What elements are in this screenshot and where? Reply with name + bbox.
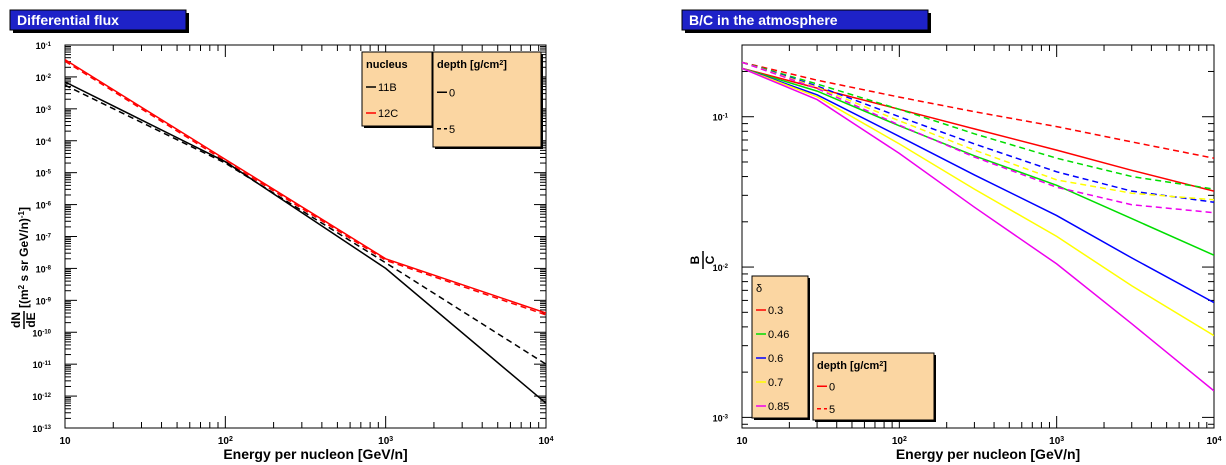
legend-label: 5 xyxy=(829,404,835,416)
x-axis-label: Energy per nucleon [GeV/n] xyxy=(223,446,407,462)
series-line-0 xyxy=(742,67,1214,192)
legend-label: 5 xyxy=(449,124,455,136)
y-tick-label: 10-7 xyxy=(36,233,52,243)
legend-title: depth [g/cm2] xyxy=(437,59,507,71)
series-line-8 xyxy=(742,61,1214,201)
x-tick-label: 103 xyxy=(378,436,393,448)
y-tick-label: 10-12 xyxy=(32,392,51,402)
series-line-1 xyxy=(742,67,1214,256)
legend-1: depth [g/cm2] 0 5 xyxy=(432,51,543,149)
legend-title: depth [g/cm2] xyxy=(817,360,887,372)
flux-chart: Differential flux 10 102 103 104 10-13 10-12 10… xyxy=(9,9,554,462)
legend-label: 12C xyxy=(378,108,398,120)
x-tick-label: 104 xyxy=(1206,436,1221,448)
legend-label: 0 xyxy=(449,87,455,99)
y-tick-label: 10-6 xyxy=(36,201,52,211)
legend-box xyxy=(751,275,809,419)
y-tick-label: 10-1 xyxy=(36,41,52,51)
chart-title: Differential flux xyxy=(17,12,119,28)
series-group xyxy=(742,61,1214,392)
series-line-0 xyxy=(65,58,546,314)
legend-label: 0.6 xyxy=(768,353,783,365)
legend-label: 0.46 xyxy=(768,329,789,341)
legend-label: 0 xyxy=(829,381,835,393)
x-axis-label: Energy per nucleon [GeV/n] xyxy=(896,446,1080,462)
y-tick-label: 10-2 xyxy=(713,263,729,273)
y-label-units: [(m2 s sr GeV/n)-1] xyxy=(17,207,32,308)
bc-ratio-chart: B/C in the atmosphere 10 102 103 104 10-3 10-2… xyxy=(681,9,1222,462)
x-tick-label: 103 xyxy=(1049,436,1064,448)
y-tick-label: 10-13 xyxy=(32,424,51,434)
x-tick-label: 10 xyxy=(736,436,748,447)
title-box xyxy=(9,9,187,31)
y-tick-label: 10-1 xyxy=(713,113,729,123)
series-line-6 xyxy=(742,61,1214,190)
legend-box xyxy=(812,352,935,421)
title-box xyxy=(681,9,929,31)
series-line-2 xyxy=(65,81,546,404)
y-tick-label: 10-5 xyxy=(36,169,52,179)
legend-label: 0.3 xyxy=(768,305,783,317)
y-label-numerator: B xyxy=(688,255,702,264)
y-tick-label: 10-3 xyxy=(36,105,52,115)
y-tick-label: 10-9 xyxy=(36,296,52,306)
legend-1: depth [g/cm2] 0 5 xyxy=(812,352,936,422)
series-line-3 xyxy=(65,84,546,365)
y-label-numerator: dN xyxy=(9,312,23,328)
series-line-3 xyxy=(742,67,1214,337)
legend-title: δ xyxy=(756,283,762,295)
x-tick-label: 10 xyxy=(59,436,71,447)
y-axis-label: dN dE [(m2 s sr GeV/n)-1] xyxy=(9,207,38,329)
y-tick-label: 10-11 xyxy=(33,360,52,370)
y-label-denominator: C xyxy=(703,255,717,264)
y-tick-label: 10-3 xyxy=(713,413,729,423)
y-label-denominator: dE xyxy=(24,312,38,327)
series-line-7 xyxy=(742,61,1214,203)
x-tick-label: 102 xyxy=(892,436,907,448)
legend-0: nucleus 11B 12C xyxy=(361,51,434,128)
x-tick-label: 104 xyxy=(538,436,553,448)
legend-box xyxy=(432,51,542,148)
series-group xyxy=(65,58,546,404)
legend-label: 0.7 xyxy=(768,377,783,389)
y-tick-label: 10-4 xyxy=(36,137,52,147)
legend-label: 0.85 xyxy=(768,401,789,413)
series-line-9 xyxy=(742,61,1214,214)
chart-title: B/C in the atmosphere xyxy=(689,12,838,28)
x-tick-label: 102 xyxy=(218,436,233,448)
series-line-2 xyxy=(742,67,1214,304)
legend-label: 11B xyxy=(378,82,397,94)
series-line-1 xyxy=(65,60,546,316)
y-tick-label: 10-8 xyxy=(36,264,52,274)
y-tick-label: 10-2 xyxy=(36,73,52,83)
legend-title: nucleus xyxy=(366,59,408,71)
legend-0: δ 0.3 0.46 0.6 0.7 0.85 xyxy=(751,275,810,420)
y-tick-label: 10-10 xyxy=(32,328,51,338)
series-line-4 xyxy=(742,67,1214,392)
